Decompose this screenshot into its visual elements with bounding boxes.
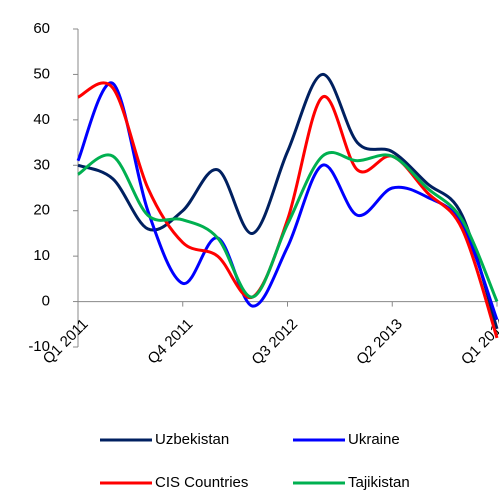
line-series (77, 81, 499, 339)
y-tick-label: 20 (33, 202, 50, 219)
y-tick-label: 50 (33, 65, 50, 82)
y-tick-label: 0 (42, 293, 50, 310)
y-tick-label: -10 (28, 338, 50, 355)
legend-label: Ukraine (348, 431, 400, 448)
legend-label: Uzbekistan (155, 431, 229, 448)
y-tick-label: 10 (33, 247, 50, 264)
legend-label: CIS Countries (155, 474, 248, 491)
line-series (76, 81, 499, 321)
y-tick-label: 40 (33, 111, 50, 128)
legend-label: Tajikistan (348, 474, 410, 491)
x-tick-label: Q2 2013 (353, 316, 406, 369)
y-tick-label: 30 (33, 156, 50, 173)
line-series (77, 150, 499, 303)
line-series (77, 72, 499, 330)
x-tick-label: Q3 2012 (248, 316, 301, 369)
y-tick-label: 60 (33, 20, 50, 37)
x-tick-label: Q4 2011 (144, 316, 196, 368)
